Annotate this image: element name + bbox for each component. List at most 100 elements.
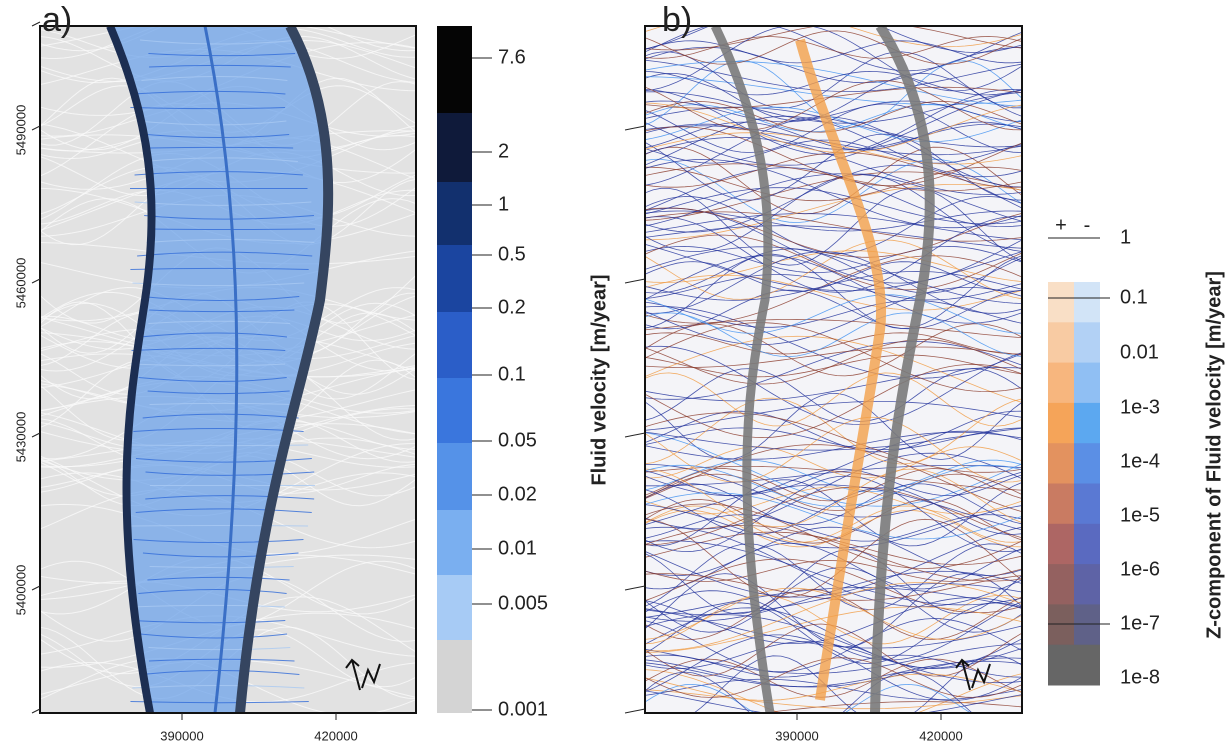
streamline (135, 458, 312, 463)
streamline (138, 589, 287, 594)
colorbar-segment (1074, 564, 1100, 605)
colorbar-segment (1048, 483, 1074, 525)
streamline (645, 26, 1022, 92)
streamline (757, 701, 1022, 713)
streamline (645, 261, 1022, 292)
streamline (645, 504, 1022, 549)
streamline (139, 39, 301, 45)
map-frame (39, 25, 417, 714)
x-tick-label: 420000 (919, 728, 962, 743)
panel-label: b) (662, 1, 692, 39)
streamline (144, 157, 298, 162)
streamline (645, 167, 1022, 228)
streamline (134, 171, 303, 176)
streamline (145, 495, 315, 500)
map-a (40, 26, 416, 713)
streamline (645, 30, 1022, 65)
streamline (645, 305, 1022, 379)
streamline (645, 211, 1022, 242)
streamline (645, 250, 1022, 283)
x-tick-label: 390000 (775, 728, 818, 743)
colorbar-segment (1048, 564, 1074, 605)
streamline (645, 136, 1022, 195)
streamline (645, 392, 1022, 460)
streamline (693, 655, 1022, 713)
colorbar-label: 7.6 (498, 46, 526, 68)
streamline (645, 152, 1022, 188)
colorbar-label: 0.1 (498, 363, 526, 385)
streamline (148, 53, 296, 57)
streamline (645, 59, 1022, 92)
streamline (645, 300, 1022, 328)
streamline (145, 471, 315, 476)
colorbar-label: 2 (498, 140, 509, 162)
streamline (645, 346, 1022, 368)
colorbar-label: 0.01 (498, 537, 537, 559)
y-tick-label: 5460000 (13, 258, 28, 309)
streamline (132, 90, 286, 95)
streamline (139, 332, 288, 338)
streamline (40, 26, 416, 49)
streamline (645, 246, 1022, 304)
streamline (645, 245, 1022, 274)
streamline (130, 107, 286, 110)
streamline (131, 620, 286, 624)
streamline (645, 26, 1022, 51)
y-tick (624, 432, 646, 438)
streamline (645, 410, 1022, 453)
colorbar-label: 1 (1120, 226, 1131, 248)
streamline (645, 207, 1022, 258)
streamline (149, 228, 315, 231)
streamline (645, 70, 1022, 96)
streamline (645, 158, 1022, 229)
streamline (141, 76, 288, 81)
fault (203, 26, 239, 713)
streamline (645, 72, 1022, 121)
colorbar-segment (1048, 322, 1074, 364)
streamline (40, 26, 416, 60)
map-b (645, 26, 1022, 713)
streamline (645, 486, 1022, 546)
colorbar-label: 0.02 (498, 483, 537, 505)
streamline (645, 558, 1022, 613)
colorbar-label: 0.1 (1120, 286, 1148, 308)
streamline (645, 234, 1022, 291)
streamline (645, 567, 1022, 633)
streamline (645, 475, 1022, 553)
y-tick-label: 5430000 (13, 412, 28, 463)
streamline (645, 26, 1022, 72)
streamline (645, 468, 1022, 527)
orange-zone (795, 38, 887, 701)
colorbar-label: 1 (498, 193, 509, 215)
streamline (645, 689, 1022, 710)
y-tick (624, 125, 646, 131)
sign-label: + (1055, 214, 1067, 236)
colorbar-segment (437, 312, 472, 378)
streamline (141, 296, 300, 301)
colorbar-label: 1e-8 (1120, 666, 1160, 688)
streamline (645, 452, 1022, 530)
colorbar-segment (1074, 644, 1100, 686)
streamline (142, 413, 299, 419)
streamline (645, 618, 1022, 673)
streamline (135, 508, 312, 513)
panel-label: a) (42, 1, 72, 39)
fault (106, 26, 156, 713)
streamline (645, 184, 1022, 241)
colorbar-segment (437, 510, 472, 575)
sign-label: - (1084, 214, 1091, 236)
streamline (645, 499, 1022, 544)
streamline (140, 633, 288, 639)
streamline (645, 658, 1022, 698)
streamline (645, 103, 1022, 153)
streamline (645, 40, 1022, 64)
colorbar-title: Z-component of Fluid velocity [m/year] (1203, 271, 1225, 639)
colorbar-segment (1074, 362, 1100, 404)
colorbar-segment (1074, 604, 1100, 646)
streamline (645, 340, 1022, 400)
streamline (645, 133, 1022, 201)
fault (870, 26, 935, 713)
colorbar-segment (1048, 402, 1074, 444)
x-tick-label: 390000 (160, 728, 203, 743)
